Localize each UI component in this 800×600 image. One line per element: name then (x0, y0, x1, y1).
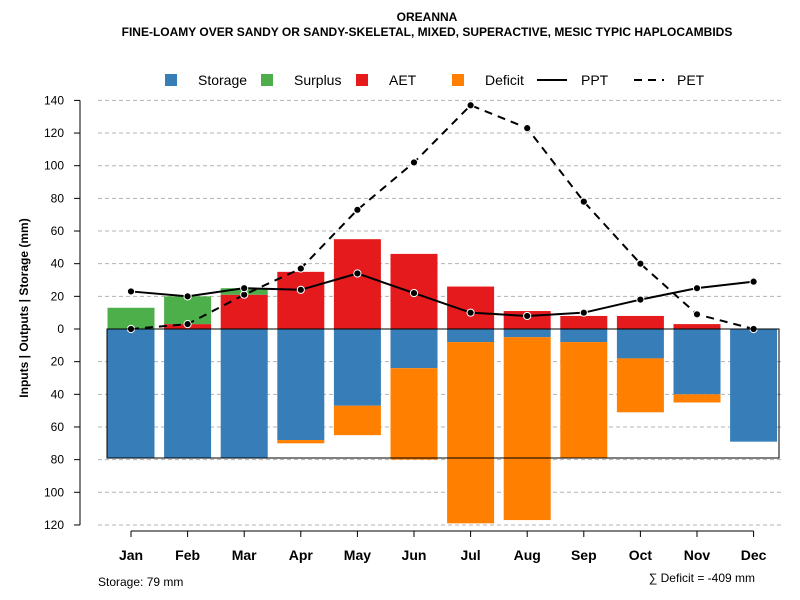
deficit-bar (673, 394, 721, 403)
x-tick-label: Sep (571, 547, 597, 563)
y-tick-label: 60 (51, 420, 65, 434)
chart-subtitle: FINE-LOAMY OVER SANDY OR SANDY-SKELETAL,… (122, 25, 733, 39)
storage-capacity-box (106, 328, 780, 459)
y-tick-label: 120 (44, 518, 64, 532)
storage-bar (164, 329, 212, 459)
ppt-line (130, 272, 754, 317)
ppt-point (636, 295, 645, 304)
y-tick-label: 60 (51, 224, 65, 238)
ppt-point (409, 288, 419, 298)
ppt-point (466, 308, 475, 317)
y-tick-label: 20 (51, 289, 65, 303)
aet-bar (560, 315, 608, 329)
y-tick-label: 40 (51, 387, 65, 401)
x-tick-label: May (344, 547, 371, 563)
deficit-bar (503, 337, 551, 521)
aet-bar (220, 294, 268, 329)
y-tick-label: 100 (44, 485, 64, 499)
storage-bar (673, 329, 721, 395)
deficit-bar (616, 358, 664, 413)
series-lines (126, 101, 758, 334)
storage-bar (390, 329, 438, 369)
pet-point (579, 197, 588, 206)
x-tick-label: Jul (460, 547, 480, 563)
storage-bar (503, 329, 551, 338)
aet-bar (616, 315, 664, 329)
y-tick-label: 0 (57, 322, 64, 336)
x-tick-label: Oct (629, 547, 653, 563)
chart-title: OREANNA (397, 10, 458, 24)
legend-label-ppt: PPT (581, 72, 609, 88)
pet-point (523, 124, 532, 133)
ppt-point (296, 285, 305, 294)
storage-bar (616, 329, 664, 359)
ppt-point (126, 287, 136, 296)
ppt-point (523, 311, 532, 321)
bars (107, 239, 778, 524)
x-tick-label: Aug (514, 547, 541, 563)
pet-point (353, 205, 362, 214)
pet-point (409, 158, 419, 167)
y-tick-label: 40 (51, 257, 65, 271)
x-tick-label: Feb (175, 547, 200, 563)
storage-bar (560, 329, 608, 343)
pet-point (296, 264, 305, 273)
aet-bar (673, 324, 721, 329)
ppt-point (692, 284, 702, 293)
storage-bar (277, 329, 325, 441)
pet-point (692, 310, 702, 319)
storage-footer: Storage: 79 mm (98, 575, 183, 589)
x-tick-label: Apr (289, 547, 314, 563)
deficit-bar (390, 368, 438, 460)
axes: 140 120 100 80 60 40 20 0 20 40 60 80 100 120 Jan Feb Ma… (44, 93, 780, 563)
storage-bar (447, 329, 495, 343)
deficit-bar (277, 440, 325, 444)
y-tick-label: 80 (51, 453, 65, 467)
deficit-bar (333, 405, 381, 436)
storage-bar (333, 329, 381, 406)
legend-label-deficit: Deficit (485, 72, 524, 88)
deficit-bar (560, 342, 608, 459)
ppt-point (749, 277, 758, 286)
gridlines (98, 99, 784, 526)
ppt-point (240, 284, 249, 293)
pet-line (130, 104, 754, 330)
x-tick-label: Nov (684, 547, 711, 563)
x-tick-label: Dec (741, 547, 767, 563)
legend-swatch-surplus (261, 74, 273, 86)
storage-bar (107, 329, 155, 459)
storage-bar (730, 329, 778, 442)
pet-point (466, 101, 475, 110)
legend: Storage Surplus AET Deficit PPT PET (165, 72, 705, 88)
ppt-point (353, 269, 362, 278)
ppt-point (183, 292, 192, 301)
legend-swatch-deficit (452, 74, 464, 86)
y-tick-label: 80 (51, 191, 65, 205)
surplus-bar (107, 307, 155, 329)
deficit-footer: ∑ Deficit = -409 mm (649, 571, 755, 585)
legend-label-pet: PET (677, 72, 705, 88)
surplus-bar (164, 296, 212, 325)
legend-label-surplus: Surplus (294, 72, 341, 88)
y-tick-label: 20 (51, 355, 65, 369)
pet-point (183, 320, 192, 329)
y-axis-label: Inputs | Outputs | Storage (mm) (17, 218, 31, 397)
legend-label-storage: Storage (198, 72, 247, 88)
legend-swatch-aet (356, 74, 368, 86)
y-tick-label: 100 (44, 159, 64, 173)
aet-bar (277, 271, 325, 329)
y-tick-label: 120 (44, 126, 64, 140)
y-tick-label: 140 (44, 93, 64, 107)
aet-bar (333, 239, 381, 329)
legend-swatch-storage (165, 74, 177, 86)
legend-label-aet: AET (389, 72, 417, 88)
deficit-bar (447, 342, 495, 524)
x-tick-label: Mar (232, 547, 257, 563)
x-tick-label: Jun (402, 547, 427, 563)
pet-point (636, 259, 645, 268)
x-tick-label: Jan (119, 547, 143, 563)
storage-bar (220, 329, 268, 459)
ppt-point (579, 308, 588, 317)
